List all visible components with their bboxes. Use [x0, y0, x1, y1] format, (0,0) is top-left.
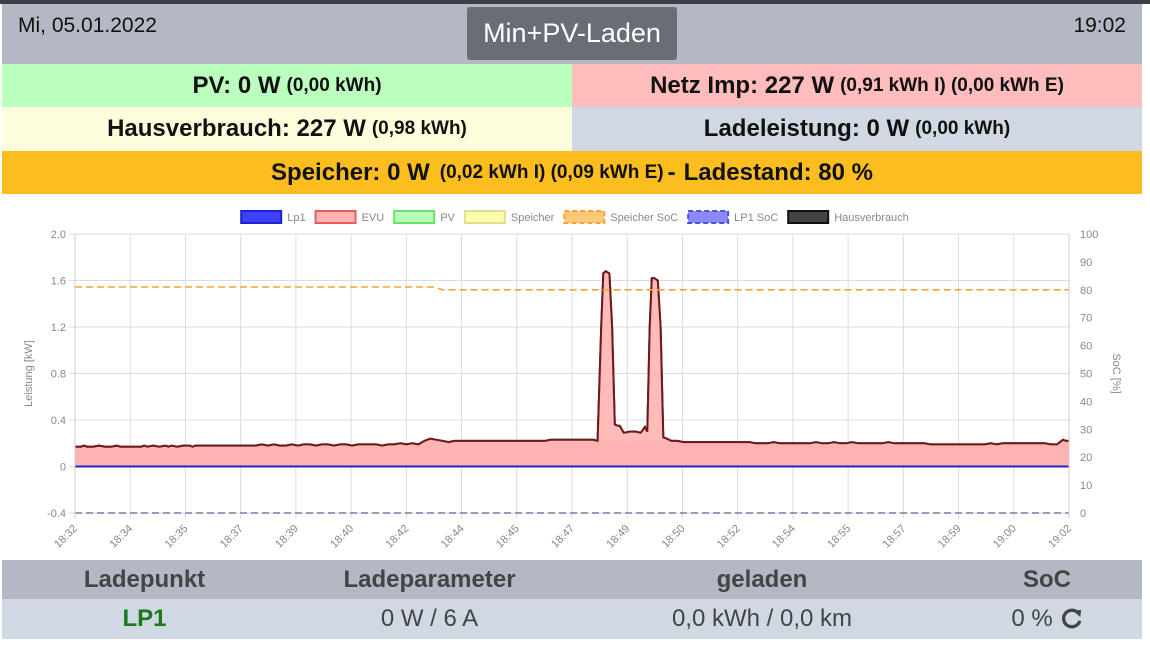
x-tick-label: 18:45: [494, 523, 522, 551]
x-tick-label: 18:47: [549, 523, 577, 551]
y-tick-label: -0.4: [47, 508, 66, 520]
x-tick-label: 18:39: [273, 523, 301, 551]
y2-tick-label: 10: [1080, 480, 1092, 492]
chargepoint-charged: 0,0 kWh / 0,0 km: [671, 605, 853, 632]
pv-summary: PV: 0 W (0,00 kWh): [2, 64, 572, 107]
charge-summary: Ladeleistung: 0 W (0,00 kWh): [572, 107, 1142, 151]
y-tick-label: 1.2: [51, 322, 66, 334]
battery-soc: Ladestand: 80 %: [683, 158, 873, 186]
legend-swatch[interactable]: [393, 210, 436, 224]
chargepoint-table-header: Ladepunkt Ladeparameter geladen SoC: [2, 560, 1142, 599]
chargepoint-name-cell: LP1: [2, 599, 287, 639]
battery-summary: Speicher: 0 W (0,02 kWh I) (0,09 kWh E) - L…: [2, 151, 1142, 194]
y2-tick-label: 50: [1080, 369, 1092, 381]
y-tick-label: 2.0: [51, 229, 66, 241]
x-tick-label: 18:40: [328, 523, 356, 551]
y2-tick-label: 70: [1080, 313, 1092, 325]
x-tick-label: 18:35: [163, 523, 191, 551]
y-axis-label: Leistung [kW]: [23, 340, 35, 407]
y2-tick-label: 80: [1080, 285, 1092, 297]
y-tick-label: 1.6: [51, 276, 66, 288]
y2-tick-label: 30: [1080, 424, 1092, 436]
chart-legend: Lp1 EVU PV Speicher Speicher SoC LP1 SoC Hausv…: [240, 210, 909, 224]
legend-swatch[interactable]: [787, 210, 830, 224]
chargepoint-row: LP1 0 W / 6 A 0,0 kWh / 0,0 km 0 %: [2, 599, 1142, 639]
x-tick-label: 18:59: [936, 523, 964, 551]
y-tick-label: 0.4: [51, 415, 66, 427]
grid-energy: (0,91 kWh I) (0,00 kWh E): [840, 74, 1064, 96]
y2-tick-label: 20: [1080, 452, 1092, 464]
header-time: 19:02: [1073, 14, 1126, 37]
x-tick-label: 18:44: [439, 523, 467, 551]
power-chart: 2.01.61.20.80.40-0.410090807060504030201…: [23, 210, 1122, 551]
y2-tick-label: 90: [1080, 257, 1092, 269]
header-geladen: geladen: [716, 565, 808, 593]
pv-power: PV: 0 W: [192, 71, 281, 99]
x-tick-label: 18:42: [384, 523, 412, 551]
x-tick-label: 18:57: [881, 523, 909, 551]
x-tick-label: 18:34: [107, 523, 135, 551]
house-summary: Hausverbrauch: 227 W (0,98 kWh): [2, 107, 572, 151]
legend-label[interactable]: Speicher SoC: [610, 212, 678, 224]
legend-swatch[interactable]: [687, 210, 730, 224]
header-ladeparameter: Ladeparameter: [343, 565, 516, 593]
y2-tick-label: 60: [1080, 341, 1092, 353]
grid-power: Netz Imp: 227 W: [650, 71, 835, 99]
legend-swatch[interactable]: [314, 210, 357, 224]
header-bar: Mi, 05.01.2022 Min+PV-Laden 19:02: [2, 4, 1142, 64]
y2-tick-label: 0: [1080, 508, 1086, 520]
legend-swatch[interactable]: [463, 210, 506, 224]
y-tick-label: 0: [60, 462, 66, 474]
x-tick-label: 19:02: [1046, 523, 1074, 551]
refresh-icon[interactable]: [1061, 608, 1083, 630]
x-tick-label: 18:32: [52, 523, 80, 551]
charge-mode-button[interactable]: Min+PV-Laden: [467, 7, 677, 60]
x-tick-label: 18:50: [660, 523, 688, 551]
legend-label[interactable]: PV: [440, 212, 455, 224]
x-tick-label: 18:49: [604, 523, 632, 551]
y2-tick-label: 100: [1080, 229, 1098, 241]
x-tick-label: 18:54: [770, 523, 798, 551]
legend-label[interactable]: Hausverbrauch: [834, 212, 909, 224]
chargepoint-param: 0 W / 6 A: [380, 605, 479, 632]
x-tick-label: 18:52: [715, 523, 743, 551]
chargepoint-soc-cell: 0 %: [952, 599, 1142, 639]
x-tick-label: 19:00: [991, 523, 1019, 551]
header-ladepunkt: Ladepunkt: [83, 565, 206, 593]
charge-energy: (0,00 kWh): [915, 118, 1011, 139]
header-date: Mi, 05.01.2022: [18, 14, 157, 37]
legend-label[interactable]: EVU: [362, 212, 385, 224]
legend-label[interactable]: Speicher: [511, 212, 555, 224]
y-tick-label: 0.8: [51, 369, 66, 381]
chargepoint-soc: 0 %: [1011, 605, 1053, 632]
x-tick-label: 18:37: [218, 523, 246, 551]
house-energy: (0,98 kWh): [371, 118, 467, 139]
house-power: Hausverbrauch: 227 W: [107, 115, 366, 142]
battery-energy: (0,02 kWh I) (0,09 kWh E): [439, 161, 664, 183]
top-border: [0, 0, 1150, 4]
speicher-soc-line: [75, 286, 1069, 291]
y2-tick-label: 40: [1080, 396, 1092, 408]
battery-separator: -: [667, 158, 676, 186]
charge-power: Ladeleistung: 0 W: [703, 115, 910, 142]
pv-energy: (0,00 kWh): [286, 74, 382, 96]
y2-axis-label: SoC [%]: [1110, 353, 1122, 393]
legend-label[interactable]: Lp1: [287, 212, 305, 224]
battery-power: Speicher: 0 W: [271, 158, 430, 186]
legend-swatch[interactable]: [563, 210, 606, 224]
hausverbrauch-line-top: [75, 269, 1069, 448]
legend-label[interactable]: LP1 SoC: [734, 212, 778, 224]
x-tick-label: 18:55: [825, 523, 853, 551]
header-soc: SoC: [1023, 565, 1071, 593]
chargepoint-name[interactable]: LP1: [122, 605, 167, 632]
grid-summary: Netz Imp: 227 W (0,91 kWh I) (0,00 kWh E): [572, 64, 1142, 107]
legend-swatch[interactable]: [240, 210, 283, 224]
